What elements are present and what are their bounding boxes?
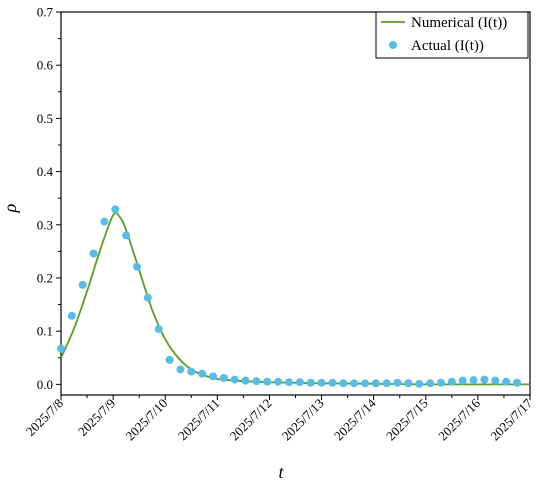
x-axis-title: t xyxy=(278,462,284,482)
data-point-actual xyxy=(165,355,174,364)
data-point-actual xyxy=(219,373,228,382)
y-tick-label: 0.1 xyxy=(37,324,53,339)
legend-box xyxy=(375,11,529,59)
x-tick-label: 2025/7/13 xyxy=(279,396,327,444)
data-point-actual xyxy=(393,378,402,387)
x-tick-label: 2025/7/12 xyxy=(227,396,275,444)
legend-marker-swatch xyxy=(389,41,397,49)
legend-label-numerical: Numerical (I(t)) xyxy=(411,15,507,31)
data-point-actual xyxy=(317,378,326,387)
legend: Numerical (I(t)) Actual (I(t)) xyxy=(375,11,529,59)
data-point-actual xyxy=(360,379,369,388)
data-point-actual xyxy=(295,378,304,387)
plot-area-frame xyxy=(60,11,531,396)
data-point-actual xyxy=(208,372,217,381)
data-point-actual xyxy=(382,379,391,388)
data-point-actual xyxy=(458,376,467,385)
y-axis-title: ρ xyxy=(0,203,20,213)
data-point-actual xyxy=(132,262,141,271)
data-point-actual xyxy=(263,377,272,386)
x-tick-label: 2025/7/15 xyxy=(383,396,431,444)
data-point-actual xyxy=(436,378,445,387)
y-tick-label: 0.5 xyxy=(37,111,53,126)
y-tick-label: 0.4 xyxy=(37,164,54,179)
series-line-numerical xyxy=(60,211,530,386)
x-tick-label: 2025/7/17 xyxy=(487,395,535,443)
data-point-actual xyxy=(284,378,293,387)
data-point-actual xyxy=(176,365,185,374)
x-tick-label: 2025/7/8 xyxy=(23,396,66,439)
data-point-actual xyxy=(491,376,500,385)
data-point-actual xyxy=(469,376,478,385)
y-tick-label: 0.6 xyxy=(37,58,54,73)
data-point-actual xyxy=(252,377,261,386)
data-point-actual xyxy=(187,367,196,376)
data-point-actual xyxy=(415,379,424,388)
data-point-actual xyxy=(67,311,76,320)
y-tick-label: 0.0 xyxy=(37,377,53,392)
data-point-actual xyxy=(502,377,511,386)
y-axis: 0.0 0.1 0.2 0.3 0.4 0.5 0.6 0.7 xyxy=(37,5,61,392)
series-layer xyxy=(57,205,530,388)
data-point-actual xyxy=(143,293,152,302)
data-point-actual xyxy=(241,376,250,385)
data-point-actual xyxy=(371,379,380,388)
data-point-actual xyxy=(100,217,109,226)
data-point-actual xyxy=(78,280,87,289)
data-point-actual xyxy=(447,377,456,386)
data-point-actual xyxy=(154,325,163,334)
data-point-actual xyxy=(328,378,337,387)
x-tick-label: 2025/7/16 xyxy=(435,395,483,443)
data-point-actual xyxy=(426,379,435,388)
legend-label-actual: Actual (I(t)) xyxy=(411,38,484,54)
x-tick-label: 2025/7/11 xyxy=(175,396,223,444)
data-point-actual xyxy=(198,369,207,378)
x-axis: 2025/7/8 2025/7/9 2025/7/10 2025/7/11 2025/7… xyxy=(23,395,535,444)
x-tick-label: 2025/7/9 xyxy=(75,396,118,439)
data-point-actual xyxy=(350,379,359,388)
data-point-actual xyxy=(306,378,315,387)
data-point-actual xyxy=(512,378,521,387)
data-point-actual xyxy=(404,379,413,388)
data-point-actual xyxy=(111,205,120,214)
x-tick-label: 2025/7/10 xyxy=(122,396,170,444)
data-point-actual xyxy=(230,375,239,384)
x-tick-label: 2025/7/14 xyxy=(331,395,379,443)
y-tick-label: 0.7 xyxy=(37,5,54,20)
data-point-actual xyxy=(480,375,489,384)
data-point-actual xyxy=(339,379,348,388)
y-tick-label: 0.3 xyxy=(37,217,53,232)
data-point-actual xyxy=(122,231,131,240)
data-point-actual xyxy=(57,344,65,353)
data-point-actual xyxy=(274,377,283,386)
data-point-actual xyxy=(89,249,98,258)
y-tick-label: 0.2 xyxy=(37,270,53,285)
